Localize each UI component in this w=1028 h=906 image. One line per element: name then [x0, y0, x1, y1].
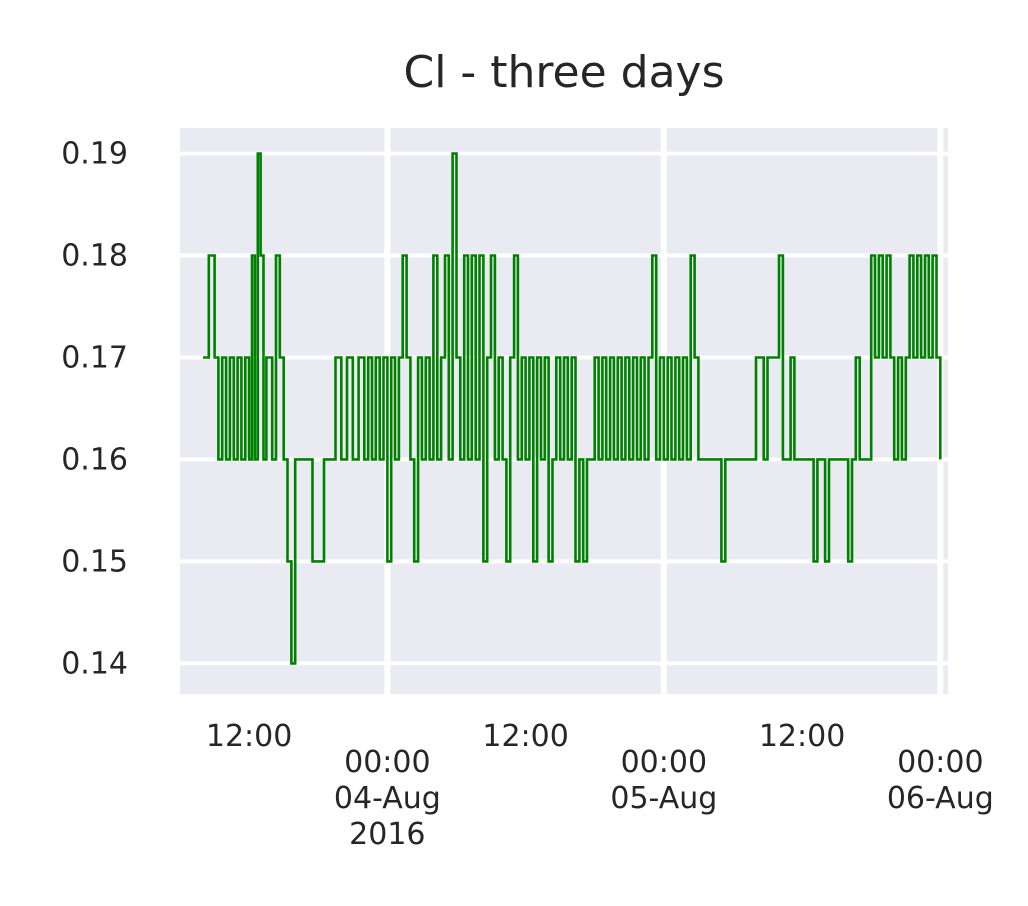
x-tick-label: 12:00	[206, 719, 292, 754]
x-tick-label: 12:00	[759, 719, 845, 754]
y-tick-label: 0.19	[61, 136, 128, 171]
x-tick-label-line: 00:00	[897, 745, 983, 780]
x-tick-label-line: 05-Aug	[610, 781, 717, 816]
x-tick-label: 12:00	[482, 719, 568, 754]
y-tick-label: 0.18	[61, 238, 128, 273]
x-tick-label-line: 06-Aug	[887, 781, 994, 816]
chart-title: Cl - three days	[403, 47, 724, 98]
y-tick-label: 0.17	[61, 340, 128, 375]
tick-labels: 0.14 0.15 0.16 0.17 0.18 0.19 12:00 12:00 12:00 0…	[61, 136, 994, 852]
x-tick-label-line: 00:00	[621, 745, 707, 780]
x-tick-label-major: 00:00 04-Aug 2016	[334, 745, 441, 852]
x-tick-label-line: 04-Aug	[334, 781, 441, 816]
series-line	[203, 152, 942, 665]
x-tick-label-major: 00:00 05-Aug	[610, 745, 717, 816]
y-tick-label: 0.16	[61, 442, 128, 477]
y-tick-label: 0.14	[61, 646, 128, 681]
x-tick-label-major: 00:00 06-Aug	[887, 745, 994, 816]
y-tick-label: 0.15	[61, 544, 128, 579]
x-tick-label-line: 2016	[349, 817, 425, 852]
x-tick-label-line: 00:00	[344, 745, 430, 780]
